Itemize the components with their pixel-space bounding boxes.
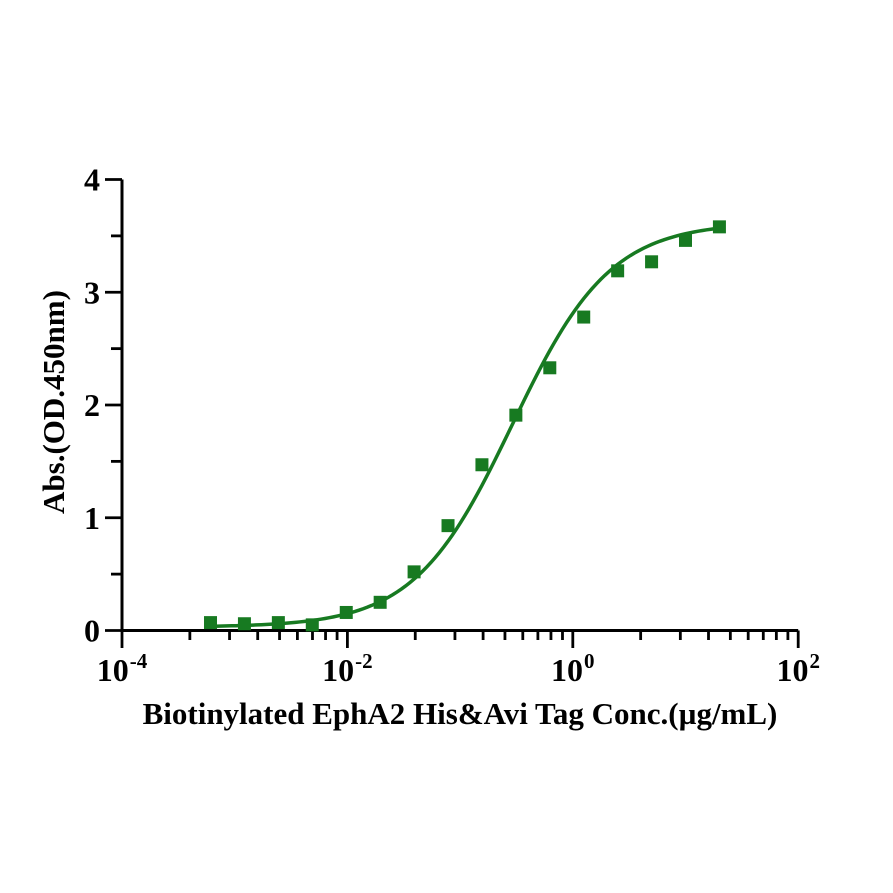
data-point-marker [271,616,285,630]
x-tick-label: 10-2 [322,649,373,688]
data-point-marker [577,310,591,324]
data-point-marker [441,519,455,533]
y-tick-label: 2 [84,387,100,423]
y-tick-label: 1 [84,500,100,536]
data-point-marker [373,595,387,609]
data-series-layer [204,220,726,632]
data-point-marker [339,605,353,619]
data-point-marker [305,618,319,632]
y-axis-title: Abs.(OD.450nm) [36,290,71,514]
data-point-marker [543,361,557,375]
y-tick-label: 0 [84,613,100,649]
x-tick-label: 10-4 [97,649,148,688]
data-point-marker [611,264,625,278]
axis-spine [120,179,799,632]
axes-layer: 0 1 2 3 4 10-4 10-2 100 102 [84,162,820,689]
data-point-marker [407,565,421,579]
y-tick-label: 3 [84,274,100,310]
x-tick-label: 100 [551,649,595,688]
data-point-marker [204,616,218,630]
fit-curve [208,226,722,629]
data-point-marker [712,220,726,234]
data-point-marker [237,617,251,631]
data-point-marker [645,255,659,269]
data-point-marker [475,458,489,472]
x-tick-label: 102 [776,649,820,688]
data-point-marker [509,408,523,422]
y-tick-label: 4 [84,162,100,198]
x-axis-title: Biotinylated EphA2 His&Avi Tag Conc.(µg/… [143,696,778,731]
data-point-marker [679,233,692,247]
